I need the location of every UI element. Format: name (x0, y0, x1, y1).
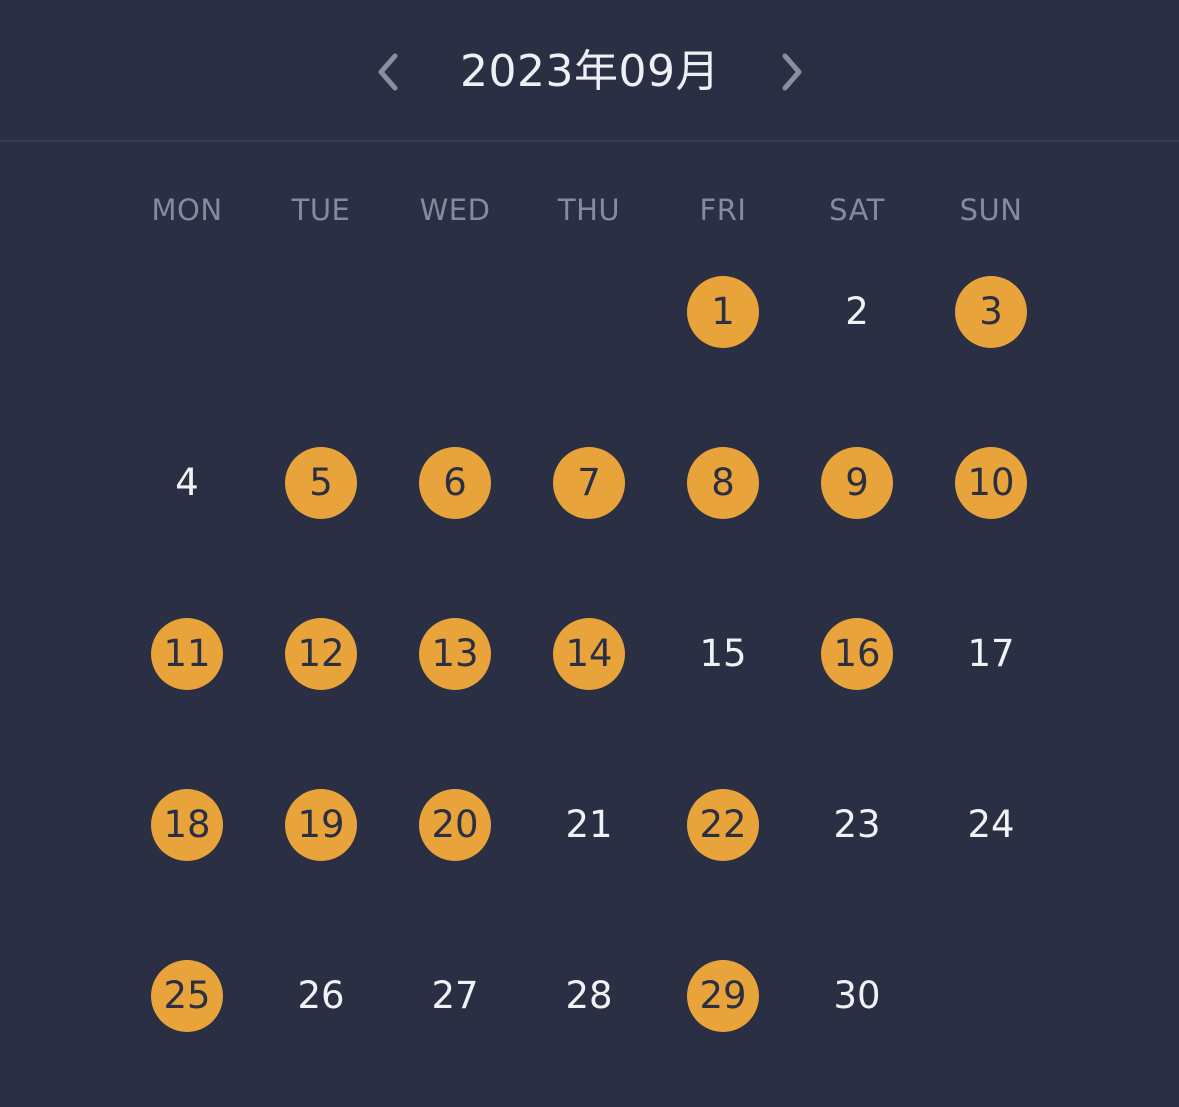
day-number: 15 (699, 632, 747, 675)
day-cell-24[interactable]: 24 (924, 739, 1058, 910)
weekday-thu: THU (557, 193, 621, 227)
day-number: 4 (175, 461, 199, 504)
weekday-mon: MON (151, 193, 223, 227)
checked-day-marker: 20 (419, 788, 491, 861)
day-cell-29[interactable]: 29 (656, 910, 790, 1081)
day-cell-22[interactable]: 22 (656, 739, 790, 910)
next-month-button[interactable] (762, 42, 822, 102)
weekday-sat: SAT (829, 193, 885, 227)
day-cell-12[interactable]: 12 (254, 568, 388, 739)
checked-day-marker: 9 (821, 446, 893, 519)
day-cell-6[interactable]: 6 (388, 397, 522, 568)
day-cell-18[interactable]: 18 (120, 739, 254, 910)
empty-day-cell (388, 226, 522, 397)
checked-day-marker: 16 (821, 617, 893, 690)
empty-day-cell (254, 226, 388, 397)
day-number: 30 (833, 974, 881, 1017)
day-cell-27[interactable]: 27 (388, 910, 522, 1081)
day-cell-8[interactable]: 8 (656, 397, 790, 568)
day-number: 21 (565, 803, 613, 846)
day-cell-1[interactable]: 1 (656, 226, 790, 397)
day-cell-23[interactable]: 23 (790, 739, 924, 910)
day-cell-21[interactable]: 21 (522, 739, 656, 910)
day-cell-14[interactable]: 14 (522, 568, 656, 739)
day-cell-3[interactable]: 3 (924, 226, 1058, 397)
day-cell-4[interactable]: 4 (120, 397, 254, 568)
calendar-day-grid: 1 2 3 4 5 6 7 8 9 10 11 12 13 14 15 16 17 18 19 20 21 22 23 24 2… (120, 226, 1059, 1081)
day-cell-26[interactable]: 26 (254, 910, 388, 1081)
checked-day-marker: 19 (285, 788, 357, 861)
checked-day-marker: 22 (687, 788, 759, 861)
checked-day-marker: 18 (151, 788, 223, 861)
weekday-tue: TUE (291, 193, 351, 227)
day-cell-11[interactable]: 11 (120, 568, 254, 739)
checked-day-marker: 14 (553, 617, 625, 690)
day-cell-2[interactable]: 2 (790, 226, 924, 397)
day-number: 26 (297, 974, 345, 1017)
checked-day-marker: 7 (553, 446, 625, 519)
day-cell-28[interactable]: 28 (522, 910, 656, 1081)
day-cell-20[interactable]: 20 (388, 739, 522, 910)
chevron-left-icon (378, 53, 398, 91)
day-cell-30[interactable]: 30 (790, 910, 924, 1081)
checked-day-marker: 12 (285, 617, 357, 690)
empty-day-cell (522, 226, 656, 397)
day-cell-16[interactable]: 16 (790, 568, 924, 739)
month-title: 2023年09月 (460, 46, 720, 97)
checked-day-marker: 10 (955, 446, 1027, 519)
weekday-header-row: MON TUE WED THU FRI SAT SUN (120, 186, 1059, 234)
day-number: 17 (967, 632, 1015, 675)
day-cell-15[interactable]: 15 (656, 568, 790, 739)
day-number: 24 (967, 803, 1015, 846)
checked-day-marker: 11 (151, 617, 223, 690)
weekday-sun: SUN (959, 193, 1023, 227)
checked-day-marker: 25 (151, 959, 223, 1032)
day-number: 28 (565, 974, 613, 1017)
day-cell-19[interactable]: 19 (254, 739, 388, 910)
day-cell-10[interactable]: 10 (924, 397, 1058, 568)
day-cell-7[interactable]: 7 (522, 397, 656, 568)
prev-month-button[interactable] (358, 42, 418, 102)
checked-day-marker: 5 (285, 446, 357, 519)
checked-day-marker: 3 (955, 275, 1027, 348)
weekday-fri: FRI (699, 193, 747, 227)
checked-day-marker: 1 (687, 275, 759, 348)
checked-day-marker: 13 (419, 617, 491, 690)
checked-day-marker: 8 (687, 446, 759, 519)
day-number: 2 (845, 290, 869, 333)
weekday-wed: WED (419, 193, 491, 227)
day-cell-13[interactable]: 13 (388, 568, 522, 739)
checked-day-marker: 29 (687, 959, 759, 1032)
day-cell-5[interactable]: 5 (254, 397, 388, 568)
calendar-header: 2023年09月 (0, 0, 1179, 142)
day-cell-9[interactable]: 9 (790, 397, 924, 568)
day-number: 27 (431, 974, 479, 1017)
day-number: 23 (833, 803, 881, 846)
checked-day-marker: 6 (419, 446, 491, 519)
day-cell-17[interactable]: 17 (924, 568, 1058, 739)
empty-day-cell (120, 226, 254, 397)
chevron-right-icon (782, 53, 802, 91)
day-cell-25[interactable]: 25 (120, 910, 254, 1081)
